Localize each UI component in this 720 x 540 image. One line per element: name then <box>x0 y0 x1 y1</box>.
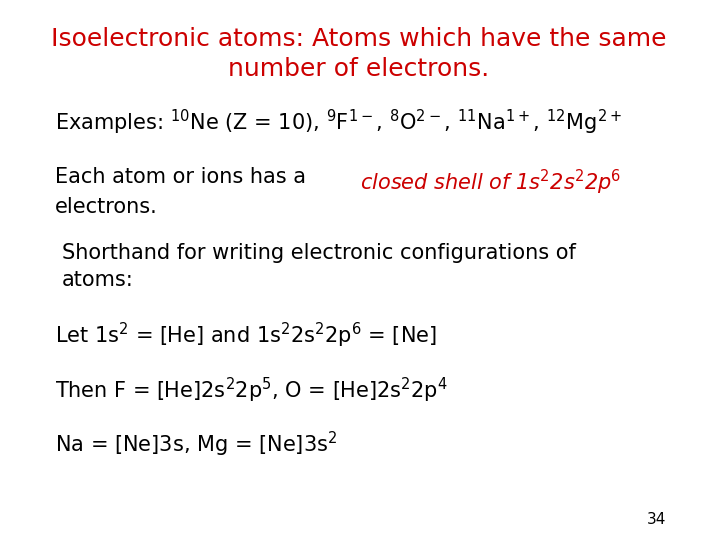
Text: Isoelectronic atoms: Atoms which have the same: Isoelectronic atoms: Atoms which have th… <box>51 27 667 51</box>
Text: Let 1s$^2$ = [He] and 1s$^2$2s$^2$2p$^6$ = [Ne]: Let 1s$^2$ = [He] and 1s$^2$2s$^2$2p$^6$… <box>55 321 437 350</box>
Text: Examples: $^{10}$Ne (Z = 10), $^{9}$F$^{1-}$, $^{8}$O$^{2-}$, $^{11}$Na$^{1+}$, : Examples: $^{10}$Ne (Z = 10), $^{9}$F$^{… <box>55 108 622 137</box>
Text: Shorthand for writing electronic configurations of: Shorthand for writing electronic configu… <box>62 243 575 263</box>
Text: number of electrons.: number of electrons. <box>228 57 490 80</box>
Text: 34: 34 <box>647 511 666 526</box>
Text: Na = [Ne]3s, Mg = [Ne]3s$^2$: Na = [Ne]3s, Mg = [Ne]3s$^2$ <box>55 429 338 458</box>
Text: atoms:: atoms: <box>62 270 133 290</box>
Text: Then F = [He]2s$^2$2p$^5$, O = [He]2s$^2$2p$^4$: Then F = [He]2s$^2$2p$^5$, O = [He]2s$^2… <box>55 375 448 404</box>
Text: electrons.: electrons. <box>55 197 158 217</box>
Text: closed shell of 1s$^2$2s$^2$2p$^6$: closed shell of 1s$^2$2s$^2$2p$^6$ <box>360 167 621 197</box>
Text: Each atom or ions has a: Each atom or ions has a <box>55 167 312 187</box>
